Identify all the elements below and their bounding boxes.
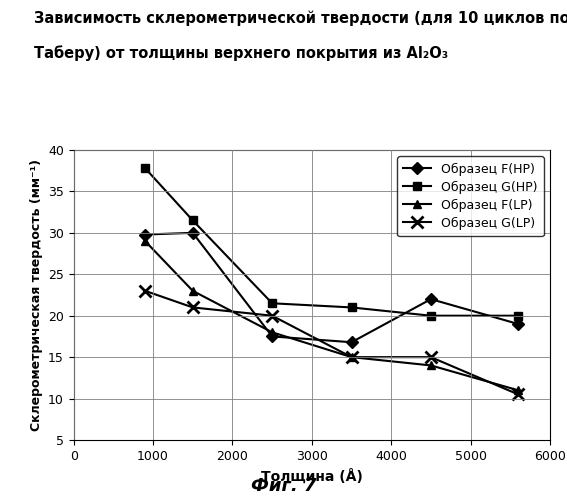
Line: Образец F(LP): Образец F(LP) [141,237,522,394]
Образец F(HP) [142,232,149,237]
Text: Таберу) от толщины верхнего покрытия из Al₂O₃: Таберу) от толщины верхнего покрытия из … [34,45,448,60]
Образец G(LP) [189,304,196,310]
Образец F(HP) [269,334,276,340]
Text: Зависимость склерометрической твердости (для 10 циклов по: Зависимость склерометрической твердости … [34,10,567,26]
Образец F(HP) [348,339,355,345]
Line: Образец F(HP): Образец F(HP) [141,228,522,346]
Y-axis label: Склерометрическая твердость (мм⁻¹): Склерометрическая твердость (мм⁻¹) [29,159,43,431]
Образец F(LP) [515,388,522,394]
Образец G(HP) [269,300,276,306]
Образец F(HP) [515,321,522,327]
Образец F(LP) [142,238,149,244]
Образец G(HP) [142,165,149,171]
Образец G(HP) [348,304,355,310]
Образец F(LP) [189,288,196,294]
Образец G(LP) [428,354,434,360]
Образец F(LP) [428,362,434,368]
Образец F(HP) [428,296,434,302]
Text: Фиг. 7: Фиг. 7 [251,477,316,495]
Образец G(LP) [142,288,149,294]
X-axis label: Толщина (Å): Толщина (Å) [261,468,363,483]
Образец G(LP) [348,354,355,360]
Образец G(LP) [515,392,522,398]
Образец G(LP) [269,312,276,318]
Образец F(HP) [189,230,196,236]
Образец F(LP) [269,330,276,336]
Line: Образец G(LP): Образец G(LP) [139,286,524,400]
Legend: Образец F(HP), Образец G(HP), Образец F(LP), Образец G(LP): Образец F(HP), Образец G(HP), Образец F(… [397,156,544,236]
Образец G(HP) [515,312,522,318]
Образец G(HP) [189,218,196,224]
Образец G(HP) [428,312,434,318]
Образец F(LP) [348,354,355,360]
Line: Образец G(HP): Образец G(HP) [141,164,522,320]
